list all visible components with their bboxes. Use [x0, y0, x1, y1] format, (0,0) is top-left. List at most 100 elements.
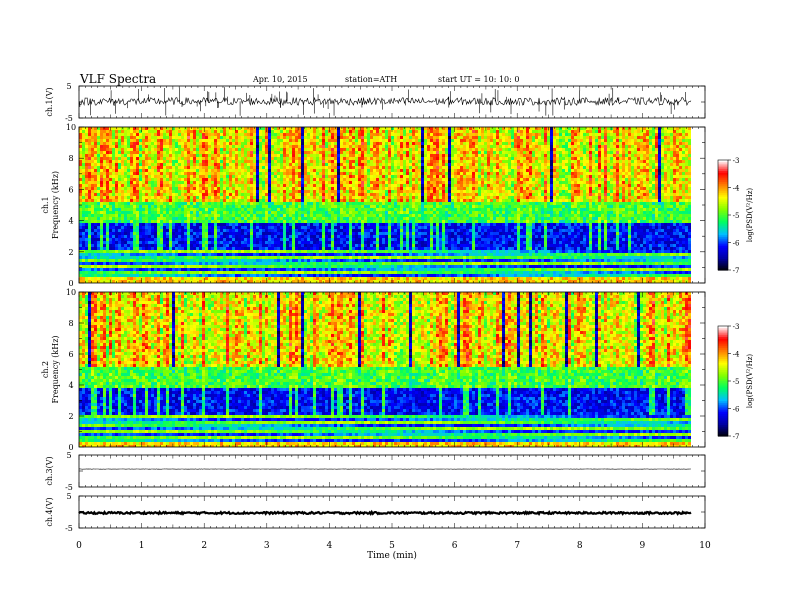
psd-cell	[151, 259, 154, 262]
psd-cell	[163, 277, 166, 280]
psd-cell	[247, 253, 250, 256]
psd-cell	[151, 163, 154, 166]
psd-cell	[346, 232, 349, 235]
psd-cell	[307, 211, 310, 214]
psd-cell	[319, 241, 322, 244]
psd-cell	[265, 154, 268, 157]
psd-cell	[250, 211, 253, 214]
psd-cell	[289, 211, 292, 214]
psd-cell	[181, 208, 184, 211]
psd-cell	[91, 193, 94, 196]
psd-cell	[286, 214, 289, 217]
psd-cell	[199, 151, 202, 154]
psd-cell	[292, 241, 295, 244]
psd-cell	[133, 184, 136, 187]
psd-cell	[94, 211, 97, 214]
psd-cell	[115, 190, 118, 193]
psd-cell	[196, 274, 199, 277]
psd-cell	[361, 172, 364, 175]
psd-cell	[364, 169, 367, 172]
psd-cell	[349, 211, 352, 214]
psd-cell	[289, 163, 292, 166]
psd-cell	[208, 190, 211, 193]
psd-cell	[208, 184, 211, 187]
psd-cell	[157, 235, 160, 238]
psd-cell	[268, 163, 271, 166]
psd-cell	[214, 154, 217, 157]
psd-cell	[82, 142, 85, 145]
psd-cell	[133, 199, 136, 202]
psd-cell	[328, 136, 331, 139]
psd-cell	[109, 208, 112, 211]
psd-cell	[154, 238, 157, 241]
psd-cell	[115, 139, 118, 142]
psd-cell	[100, 235, 103, 238]
psd-cell	[145, 277, 148, 280]
psd-cell	[112, 217, 115, 220]
psd-cell	[298, 193, 301, 196]
psd-cell	[151, 148, 154, 151]
psd-cell	[190, 163, 193, 166]
psd-cell	[226, 232, 229, 235]
psd-cell	[346, 184, 349, 187]
psd-cell	[115, 181, 118, 184]
psd-cell	[88, 148, 91, 151]
psd-cell	[127, 256, 130, 259]
psd-cell	[280, 151, 283, 154]
psd-cell	[253, 205, 256, 208]
psd-cell	[232, 169, 235, 172]
psd-cell	[139, 169, 142, 172]
psd-cell	[202, 235, 205, 238]
psd-cell	[244, 175, 247, 178]
psd-cell	[199, 157, 202, 160]
psd-cell	[124, 130, 127, 133]
psd-cell	[244, 241, 247, 244]
psd-cell	[280, 184, 283, 187]
psd-cell	[199, 205, 202, 208]
psd-cell	[190, 166, 193, 169]
psd-cell	[232, 214, 235, 217]
psd-cell	[235, 220, 238, 223]
psd-cell	[298, 205, 301, 208]
psd-cell	[346, 160, 349, 163]
psd-cell	[208, 133, 211, 136]
psd-cell	[346, 163, 349, 166]
psd-cell	[265, 259, 268, 262]
psd-cell	[130, 190, 133, 193]
psd-cell	[361, 160, 364, 163]
psd-cell	[157, 265, 160, 268]
psd-cell	[304, 229, 307, 232]
psd-cell	[241, 154, 244, 157]
psd-cell	[181, 127, 184, 130]
psd-cell	[280, 247, 283, 250]
psd-cell	[85, 196, 88, 199]
psd-cell	[238, 214, 241, 217]
psd-cell	[265, 238, 268, 241]
psd-cell	[211, 247, 214, 250]
psd-cell	[88, 145, 91, 148]
psd-cell	[310, 157, 313, 160]
psd-cell	[304, 235, 307, 238]
psd-cell	[136, 241, 139, 244]
psd-cell	[337, 262, 340, 265]
psd-cell	[160, 250, 163, 253]
psd-cell	[118, 181, 121, 184]
psd-cell	[274, 136, 277, 139]
psd-cell	[259, 253, 262, 256]
psd-cell	[220, 127, 223, 130]
psd-cell	[157, 271, 160, 274]
psd-cell	[268, 214, 271, 217]
psd-cell	[235, 172, 238, 175]
psd-cell	[193, 244, 196, 247]
psd-cell	[274, 127, 277, 130]
psd-cell	[154, 265, 157, 268]
psd-cell	[214, 259, 217, 262]
psd-cell	[256, 163, 259, 166]
psd-cell	[343, 211, 346, 214]
psd-cell	[157, 226, 160, 229]
psd-cell	[238, 211, 241, 214]
psd-cell	[256, 172, 259, 175]
psd-cell	[172, 196, 175, 199]
psd-cell	[352, 244, 355, 247]
psd-cell	[349, 214, 352, 217]
